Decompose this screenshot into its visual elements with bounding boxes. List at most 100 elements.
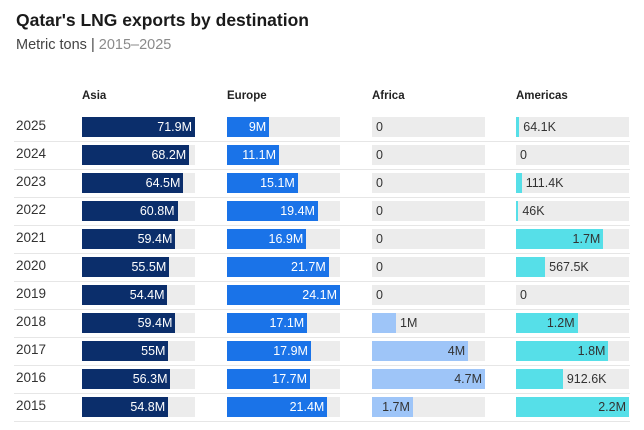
bar-track: 64.5M xyxy=(82,173,195,193)
bar-track: 24.1M xyxy=(227,285,340,305)
table-row: 2018 59.4M 17.1M 1M 1.2M xyxy=(14,309,630,338)
bar-track: 1M xyxy=(372,313,485,333)
bar-track: 0 xyxy=(372,117,485,137)
bar-track: 46K xyxy=(516,201,629,221)
bar-asia xyxy=(82,285,168,305)
year-label: 2020 xyxy=(16,258,47,273)
data-label: 64.5M xyxy=(145,176,181,190)
bar-americas xyxy=(516,313,578,333)
subtitle-separator: | xyxy=(86,37,99,53)
data-label: 0 xyxy=(376,176,383,190)
bar-track: 4.7M xyxy=(372,369,485,389)
chart-title: Qatar's LNG exports by destination xyxy=(16,10,309,30)
bar-europe xyxy=(227,173,298,193)
subtitle-range: 2015–2025 xyxy=(98,37,172,53)
year-label: 2023 xyxy=(16,174,47,189)
bar-track: 9M xyxy=(227,117,340,137)
bar-asia xyxy=(82,313,176,333)
bar-americas xyxy=(516,397,629,417)
data-label: 567.5K xyxy=(549,260,589,274)
bar-track: 111.4K xyxy=(516,173,629,193)
data-label: 15.1M xyxy=(260,176,295,190)
bar-track: 59.4M xyxy=(82,229,195,249)
year-label: 2021 xyxy=(16,230,47,245)
column-header-asia: Asia xyxy=(82,90,107,102)
year-label: 2025 xyxy=(16,118,47,133)
bar-asia xyxy=(82,201,178,221)
bar-track: 0 xyxy=(516,145,629,165)
bar-track: 17.9M xyxy=(227,341,340,361)
data-label: 17.9M xyxy=(273,344,308,358)
data-label: 912.6K xyxy=(566,372,607,386)
data-label: 24.1M xyxy=(302,288,337,302)
year-label: 2024 xyxy=(16,146,47,161)
data-label: 17.7M xyxy=(272,372,307,386)
bar-americas xyxy=(516,369,563,389)
bar-asia xyxy=(82,117,195,137)
bar-track: 54.4M xyxy=(82,285,195,305)
table-row: 2017 55M 17.9M 4M 1.8M xyxy=(14,337,630,366)
table-row: 2016 56.3M 17.7M 4.7M 912.6K xyxy=(14,365,630,394)
bar-africa xyxy=(372,313,397,333)
table-row: 2015 54.8M 21.4M 1.7M 2.2M xyxy=(14,393,630,422)
bar-track: 68.2M xyxy=(82,145,195,165)
data-label: 54.4M xyxy=(129,288,165,302)
bar-track: 55M xyxy=(82,341,195,361)
data-label: 59.4M xyxy=(137,316,173,330)
data-label: 4M xyxy=(447,344,466,358)
data-label: 9M xyxy=(248,120,267,134)
data-label: 1.8M xyxy=(577,344,606,358)
bar-africa xyxy=(372,341,469,361)
data-label: 0 xyxy=(376,204,383,218)
bar-asia xyxy=(82,145,190,165)
bar-track: 64.1K xyxy=(516,117,629,137)
data-label: 1.7M xyxy=(382,400,410,414)
data-label: 0 xyxy=(376,260,383,274)
data-label: 0 xyxy=(376,288,383,302)
bar-track: 16.9M xyxy=(227,229,340,249)
column-header-africa: Africa xyxy=(372,90,405,102)
year-label: 2019 xyxy=(16,286,47,301)
bar-track: 21.7M xyxy=(227,257,340,277)
bar-africa xyxy=(372,369,485,389)
bar-track: 0 xyxy=(516,285,629,305)
column-header-europe: Europe xyxy=(227,90,267,102)
table-row: 2021 59.4M 16.9M 0 1.7M xyxy=(14,225,630,254)
bar-americas xyxy=(516,201,519,221)
bar-track: 567.5K xyxy=(516,257,629,277)
bar-track: 11.1M xyxy=(227,145,340,165)
data-label: 71.9M xyxy=(157,120,192,134)
data-label: 19.4M xyxy=(280,204,315,218)
data-label: 0 xyxy=(520,148,527,162)
data-label: 4.7M xyxy=(454,372,482,386)
data-label: 54.8M xyxy=(130,400,166,414)
bar-track: 19.4M xyxy=(227,201,340,221)
bar-europe xyxy=(227,257,329,277)
bar-track: 0 xyxy=(372,201,485,221)
data-label: 2.2M xyxy=(598,400,626,414)
bar-track: 1.7M xyxy=(372,397,485,417)
year-label: 2018 xyxy=(16,314,47,329)
bar-africa xyxy=(372,397,413,417)
subtitle-unit: Metric tons xyxy=(16,37,87,53)
table-row: 2022 60.8M 19.4M 0 46K xyxy=(14,197,630,226)
bar-track: 55.5M xyxy=(82,257,195,277)
bar-track: 15.1M xyxy=(227,173,340,193)
data-label: 64.1K xyxy=(523,120,556,134)
bar-track: 0 xyxy=(372,229,485,249)
bar-europe xyxy=(227,285,340,305)
bar-americas xyxy=(516,173,522,193)
data-label: 46K xyxy=(522,204,545,218)
table-row: 2025 71.9M 9M 0 64.1K xyxy=(14,113,630,142)
bar-asia xyxy=(82,173,184,193)
bar-asia xyxy=(82,397,169,417)
table-row: 2024 68.2M 11.1M 0 0 xyxy=(14,141,630,170)
bar-europe xyxy=(227,313,308,333)
bar-americas xyxy=(516,229,604,249)
data-label: 0 xyxy=(376,232,383,246)
year-label: 2015 xyxy=(16,398,47,413)
data-label: 11.1M xyxy=(242,148,277,162)
bar-track: 54.8M xyxy=(82,397,195,417)
bar-asia xyxy=(82,369,171,389)
